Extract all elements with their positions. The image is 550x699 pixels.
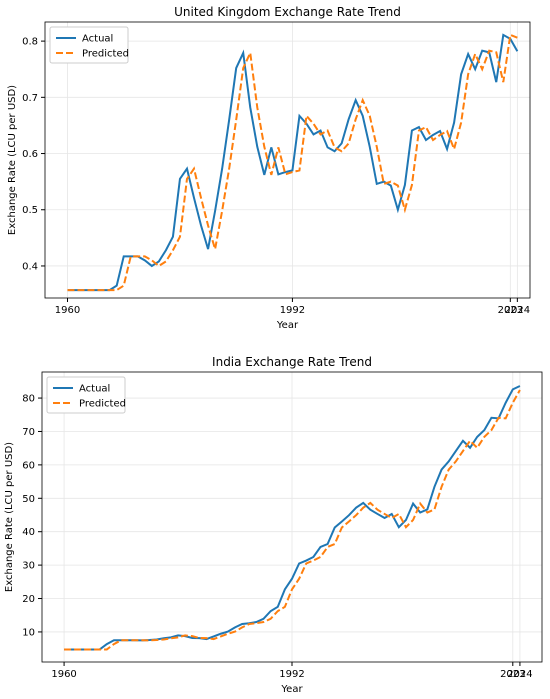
x-tick-label: 2024 — [505, 305, 530, 316]
x-tick-label: 2023 — [498, 305, 523, 316]
y-tick-label: 0.8 — [22, 37, 38, 48]
y-tick-label: 0.5 — [22, 205, 38, 216]
y-tick-label: 70 — [22, 427, 35, 438]
x-tick-label: 1960 — [55, 305, 80, 316]
data-line — [64, 389, 521, 651]
legend-label: Predicted — [79, 399, 126, 410]
x-tick-label: 1992 — [280, 305, 305, 316]
legend-label: Predicted — [82, 49, 129, 60]
y-tick-label: 10 — [22, 627, 35, 638]
plot-frame — [41, 371, 543, 663]
x-tick-label: 2024 — [507, 669, 532, 680]
x-tick-label: 2023 — [500, 669, 525, 680]
x-axis-label: Year — [276, 320, 299, 331]
data-line — [64, 385, 521, 651]
x-tick-label: 1992 — [279, 669, 304, 680]
y-tick-label: 60 — [22, 460, 35, 471]
y-axis-label: Exchange Rate (LCU per USD) — [4, 442, 15, 592]
x-axis-label: Year — [280, 684, 303, 695]
y-tick-label: 0.4 — [22, 261, 38, 272]
legend-label: Actual — [82, 34, 113, 45]
chart-title: India Exchange Rate Trend — [212, 355, 372, 369]
data-line — [67, 33, 518, 292]
y-tick-label: 30 — [22, 561, 35, 572]
x-tick-label: 1960 — [51, 669, 76, 680]
y-tick-label: 40 — [22, 527, 35, 538]
data-line — [67, 33, 519, 292]
y-tick-label: 20 — [22, 594, 35, 605]
y-tick-label: 80 — [22, 394, 35, 405]
y-axis-label: Exchange Rate (LCU per USD) — [7, 85, 18, 235]
plot-frame — [44, 21, 531, 299]
y-tick-label: 0.7 — [22, 93, 38, 104]
y-tick-label: 50 — [22, 494, 35, 505]
legend-label: Actual — [79, 384, 110, 395]
y-tick-label: 0.6 — [22, 149, 38, 160]
chart-title: United Kingdom Exchange Rate Trend — [174, 5, 401, 19]
